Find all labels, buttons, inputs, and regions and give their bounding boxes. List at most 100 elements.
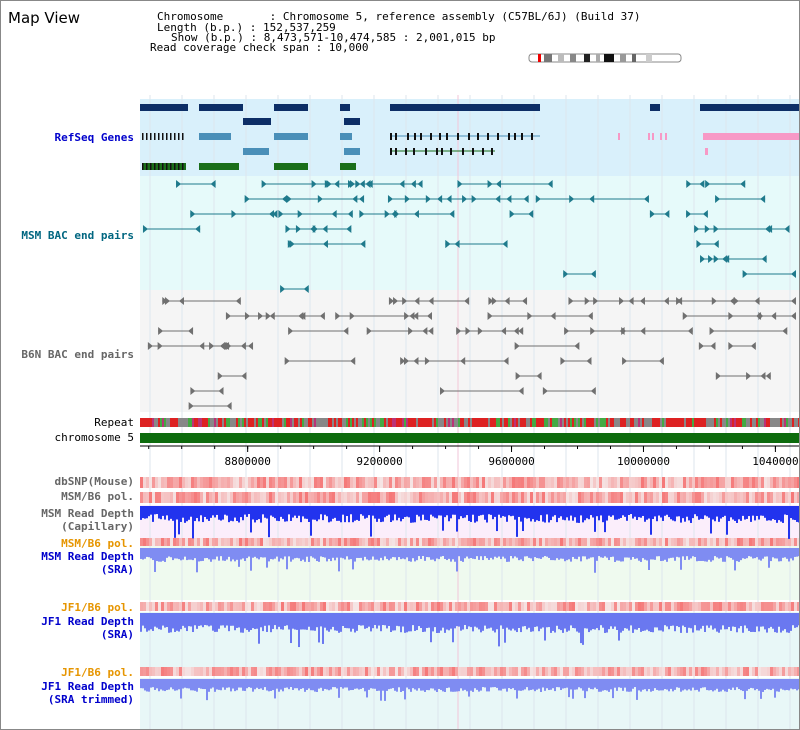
jf1-trimmed-depth-bar: [182, 679, 184, 689]
jf1-b6-pol-2-cell: [152, 667, 155, 676]
jf1-trimmed-depth-bar: [610, 679, 612, 690]
bac-end-marker: [694, 225, 700, 233]
jf1-b6-pol-2-cell: [758, 667, 761, 676]
jf1-b6-pol-2-cell: [302, 667, 305, 676]
msm-sra-depth-bar: [422, 548, 424, 557]
msm-b6-pol-cell: [677, 492, 680, 503]
dbsnp-cell: [542, 477, 545, 488]
axis-tick-label: 1040000: [752, 455, 798, 468]
repeat-segment: [548, 418, 550, 427]
chromosome-ideogram[interactable]: [528, 52, 684, 64]
msm-sra-depth-bar: [170, 548, 172, 558]
jf1-sra-depth-bar: [408, 613, 410, 632]
bac-end-marker: [162, 297, 168, 305]
jf1-sra-depth-bar: [548, 613, 550, 628]
msm-b6-pol-cell: [710, 492, 713, 503]
msm-capillary-depth-bar: [258, 506, 260, 520]
jf1-b6-pol-cell: [638, 602, 641, 611]
jf1-b6-pol-cell: [713, 602, 716, 611]
dbsnp-cell: [170, 477, 173, 488]
jf1-b6-pol-cell: [293, 602, 296, 611]
jf1-trimmed-depth-bar: [386, 679, 388, 691]
jf1-b6-pol-2-cell: [335, 667, 338, 676]
repeat-segment: [144, 418, 146, 427]
msm-sra-depth-bar: [770, 548, 772, 562]
jf1-sra-depth-bar: [244, 613, 246, 629]
repeat-segment: [398, 418, 400, 427]
msm-b6-pol-2-cell: [347, 538, 350, 546]
genome-plot[interactable]: 8800000 9200000 9600000 10000000 1040000: [140, 95, 800, 730]
msm-sra-depth-bar: [658, 548, 660, 557]
jf1-trimmed-depth-bar: [726, 679, 728, 692]
jf1-sra-depth-bar: [722, 613, 724, 626]
jf1-sra-depth-bar: [204, 613, 206, 626]
repeat-segment: [476, 418, 478, 427]
bac-end-marker: [235, 297, 241, 305]
jf1-b6-pol-cell: [332, 602, 335, 611]
msm-capillary-depth-bar: [210, 506, 212, 518]
jf1-b6-pol-cell: [296, 602, 299, 611]
repeat-segment: [360, 418, 362, 427]
msm-sra-depth-bar: [634, 548, 636, 559]
msm-capillary-depth-bar: [622, 506, 624, 516]
msm-capillary-depth-bar: [282, 506, 284, 519]
bac-end-marker: [710, 342, 716, 350]
msm-b6-pol-2-cell: [449, 538, 452, 546]
msm-capillary-depth-bar: [474, 506, 476, 523]
dbsnp-cell: [605, 477, 608, 488]
jf1-trimmed-depth-bar: [582, 679, 584, 691]
msm-b6-pol-2-cell: [269, 538, 272, 546]
msm-sra-depth-bar: [240, 548, 242, 560]
jf1-sra-depth-bar: [610, 613, 612, 627]
msm-capillary-depth-bar: [544, 506, 546, 523]
msm-b6-pol-2-cell: [554, 538, 557, 546]
jf1-b6-pol-2-cell: [404, 667, 407, 676]
jf1-trimmed-depth-bar: [162, 679, 164, 691]
msm-capillary-depth-bar: [680, 506, 682, 523]
jf1-trimmed-depth-bar: [352, 679, 354, 691]
msm-b6-pol-cell: [356, 492, 359, 503]
jf1-b6-pol-cell: [194, 602, 197, 611]
msm-sra-depth-bar: [794, 548, 796, 557]
jf1-trimmed-depth-bar: [696, 679, 698, 690]
bac-end-marker: [142, 225, 148, 233]
msm-b6-pol-cell: [668, 492, 671, 503]
jf1-b6-pol-cell: [581, 602, 584, 611]
msm-b6-pol-cell: [485, 492, 488, 503]
msm-sra-depth-bar: [444, 548, 446, 559]
jf1-b6-pol-cell: [242, 602, 245, 611]
msm-b6-pol-cell: [176, 492, 179, 503]
jf1-sra-depth-bar: [466, 613, 468, 630]
msm-capillary-depth-bar: [650, 506, 652, 535]
jf1-b6-pol-cell: [629, 602, 632, 611]
bac-end-marker: [393, 297, 399, 305]
dbsnp-cell: [353, 477, 356, 488]
jf1-b6-pol-2-cell: [347, 667, 350, 676]
msm-capillary-depth-bar: [722, 506, 724, 518]
repeat-segment: [278, 418, 280, 427]
msm-sra-depth-bar: [242, 548, 244, 559]
jf1-trimmed-depth-bar: [556, 679, 558, 688]
msm-b6-pol-2-cell: [284, 538, 287, 546]
dbsnp-cell: [476, 477, 479, 488]
bac-end-marker: [218, 387, 224, 395]
msm-capillary-depth-bar: [614, 506, 616, 520]
msm-capillary-depth-bar: [314, 506, 316, 520]
msm-b6-pol-2-cell: [329, 538, 332, 546]
dbsnp-cell: [599, 477, 602, 488]
repeat-segment: [394, 418, 396, 427]
msm-sra-depth-bar: [514, 548, 516, 557]
msm-capillary-depth-bar: [402, 506, 404, 519]
gene-exon: [531, 133, 533, 140]
jf1-trimmed-depth-bar: [366, 679, 368, 698]
msm-capillary-depth-bar: [364, 506, 366, 519]
msm-b6-pol-cell: [674, 492, 677, 503]
repeat-segment: [416, 418, 418, 427]
bac-end-marker: [456, 327, 462, 335]
msm-b6-pol-2-cell: [152, 538, 155, 546]
jf1-b6-pol-2-cell: [158, 667, 161, 676]
msm-b6-pol-cell: [512, 492, 515, 503]
jf1-trimmed-depth-bar: [394, 679, 396, 691]
jf1-sra-depth-bar: [298, 613, 300, 648]
jf1-trimmed-depth-bar: [524, 679, 526, 690]
